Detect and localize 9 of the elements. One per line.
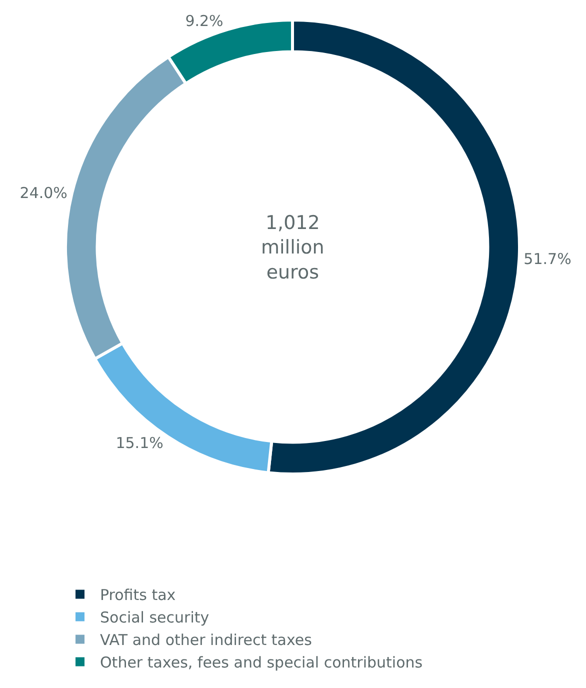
legend-label: Other taxes, fees and special contributions xyxy=(100,654,423,672)
legend-label: Profits tax xyxy=(100,586,176,604)
data-label: 51.7% xyxy=(524,250,572,268)
legend-label: VAT and other indirect taxes xyxy=(100,631,312,650)
data-label: 9.2% xyxy=(185,12,224,30)
text: 1,012 million euros xyxy=(261,212,324,284)
legend-label: Social security xyxy=(100,608,210,627)
data-label: 24.0% xyxy=(20,184,68,202)
data-label: 15.1% xyxy=(116,434,164,452)
